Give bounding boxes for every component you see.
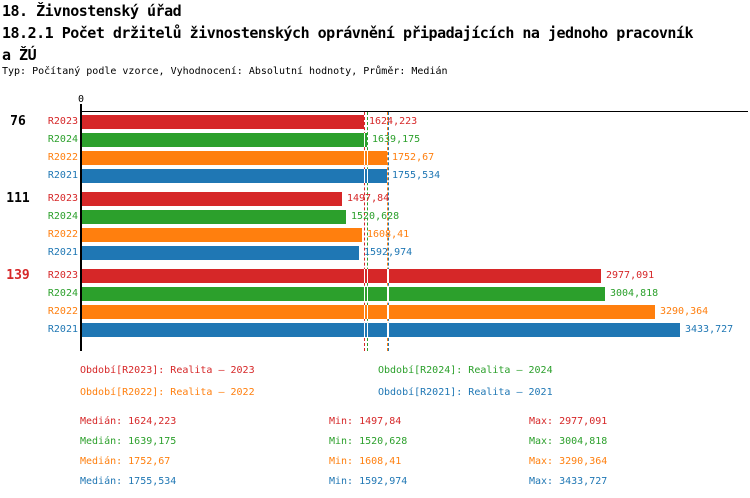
bar-r2023-group-111 xyxy=(82,192,342,206)
series-label-r2023: R2023 xyxy=(47,116,78,127)
stat-min-r2023: Min: 1497,84 xyxy=(329,416,402,427)
median-tick xyxy=(388,287,389,301)
stat-min-r2024: Min: 1520,628 xyxy=(329,436,408,447)
group-label-139: 139 xyxy=(6,268,30,283)
bar-r2021-group-76 xyxy=(82,169,387,183)
chart-title-line2: a ŽÚ xyxy=(2,46,37,64)
median-tick xyxy=(364,133,365,147)
median-tick xyxy=(364,151,365,165)
bar-value-label: 1497,84 xyxy=(347,193,390,204)
median-tick xyxy=(367,269,368,283)
bar-r2022-group-111 xyxy=(82,228,362,242)
bar-r2022-group-139 xyxy=(82,305,655,319)
stat-max-r2022: Max: 3290,364 xyxy=(529,456,608,467)
legend-item-r2023: Období[R2023]: Realita – 2023 xyxy=(80,365,255,376)
median-line-r2024 xyxy=(367,112,368,351)
bar-value-label: 1752,67 xyxy=(392,152,435,163)
median-tick xyxy=(367,169,368,183)
series-label-r2023: R2023 xyxy=(47,193,78,204)
median-tick xyxy=(387,269,388,283)
bar-value-label: 1520,628 xyxy=(351,211,400,222)
page-title: 18. Živnostenský úřad xyxy=(2,2,182,20)
x-axis-line xyxy=(80,111,748,112)
bar-value-label: 1755,534 xyxy=(392,170,441,181)
median-tick xyxy=(388,269,389,283)
median-tick xyxy=(364,269,365,283)
median-tick xyxy=(388,323,389,337)
stat-max-r2024: Max: 3004,818 xyxy=(529,436,608,447)
chart-title-line1: 18.2.1 Počet držitelů živnostenských opr… xyxy=(2,24,694,42)
group-label-76: 76 xyxy=(10,114,26,129)
bar-value-label: 1608,41 xyxy=(367,229,410,240)
chart-meta-line: Typ: Počítaný podle vzorce, Vyhodnocení:… xyxy=(2,66,448,77)
stat-median-r2023: Medián: 1624,223 xyxy=(80,416,177,427)
bar-value-label: 1639,175 xyxy=(372,134,421,145)
bar-r2021-group-111 xyxy=(82,246,359,260)
bar-value-label: 3433,727 xyxy=(685,324,734,335)
median-line-r2022 xyxy=(387,112,388,351)
median-tick xyxy=(388,305,389,319)
median-tick xyxy=(367,323,368,337)
bar-r2024-group-139 xyxy=(82,287,605,301)
series-label-r2021: R2021 xyxy=(47,247,78,258)
series-label-r2021: R2021 xyxy=(47,170,78,181)
median-tick xyxy=(387,305,388,319)
stat-median-r2022: Medián: 1752,67 xyxy=(80,456,171,467)
bar-value-label: 3290,364 xyxy=(660,306,709,317)
bar-value-label: 1624,223 xyxy=(369,116,418,127)
median-tick xyxy=(367,287,368,301)
series-label-r2024: R2024 xyxy=(47,288,78,299)
stat-min-r2022: Min: 1608,41 xyxy=(329,456,402,467)
series-label-r2024: R2024 xyxy=(47,211,78,222)
legend-item-r2024: Období[R2024]: Realita – 2024 xyxy=(378,365,553,376)
stat-median-r2024: Medián: 1639,175 xyxy=(80,436,177,447)
bar-value-label: 1592,974 xyxy=(364,247,413,258)
median-tick xyxy=(387,287,388,301)
median-tick xyxy=(364,323,365,337)
series-label-r2021: R2021 xyxy=(47,324,78,335)
group-label-111: 111 xyxy=(6,191,30,206)
series-label-r2024: R2024 xyxy=(47,134,78,145)
y-axis-line xyxy=(80,104,82,351)
median-tick xyxy=(364,287,365,301)
stat-median-r2021: Medián: 1755,534 xyxy=(80,476,177,487)
legend-item-r2022: Období[R2022]: Realita – 2022 xyxy=(80,387,255,398)
stat-max-r2023: Max: 2977,091 xyxy=(529,416,608,427)
bar-value-label: 2977,091 xyxy=(606,270,655,281)
median-tick xyxy=(364,169,365,183)
bar-r2024-group-76 xyxy=(82,133,367,147)
median-tick xyxy=(387,323,388,337)
median-tick xyxy=(367,305,368,319)
bar-value-label: 3004,818 xyxy=(610,288,659,299)
bar-r2021-group-139 xyxy=(82,323,680,337)
legend-item-r2021: Období[R2021]: Realita – 2021 xyxy=(378,387,553,398)
bar-r2023-group-139 xyxy=(82,269,601,283)
series-label-r2023: R2023 xyxy=(47,270,78,281)
series-label-r2022: R2022 xyxy=(47,152,78,163)
bar-r2023-group-76 xyxy=(82,115,364,129)
stat-min-r2021: Min: 1592,974 xyxy=(329,476,408,487)
bar-r2022-group-76 xyxy=(82,151,387,165)
median-tick xyxy=(367,151,368,165)
median-line-r2021 xyxy=(388,112,389,351)
axis-zero-label: 0 xyxy=(78,94,85,105)
median-line-r2023 xyxy=(364,112,365,351)
median-tick xyxy=(364,305,365,319)
series-label-r2022: R2022 xyxy=(47,229,78,240)
bar-r2024-group-111 xyxy=(82,210,346,224)
series-label-r2022: R2022 xyxy=(47,306,78,317)
stat-max-r2021: Max: 3433,727 xyxy=(529,476,608,487)
